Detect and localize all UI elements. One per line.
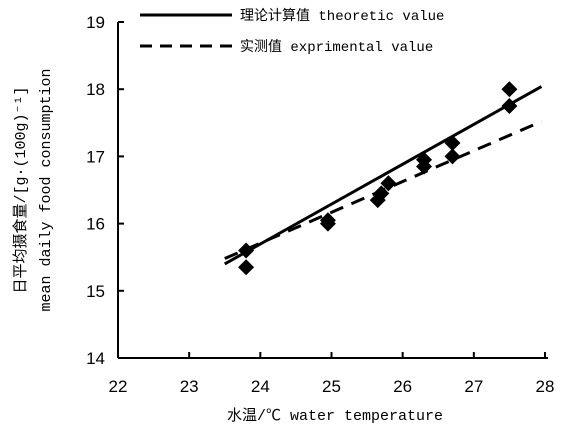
y-axis-title-line1: 日平均摄食量/[g·(100g)⁻¹] (12, 86, 30, 293)
axes (117, 22, 548, 359)
x-tick-label: 27 (464, 377, 483, 396)
y-tick-label: 19 (86, 13, 105, 32)
legend: 理论计算值 theoretic value 实测值 exprimental va… (140, 8, 444, 56)
x-tick-label: 26 (393, 377, 412, 396)
data-point-diamond (501, 98, 518, 114)
y-tick-label: 15 (86, 282, 105, 301)
x-tick-label: 28 (536, 377, 555, 396)
data-point-diamond (373, 185, 390, 202)
legend-label-theoretic: 理论计算值 theoretic value (240, 8, 444, 25)
data-point-diamond (444, 134, 461, 151)
data-point-diamond (380, 175, 397, 192)
x-tick-label: 25 (322, 377, 341, 396)
y-tick-label: 16 (86, 215, 105, 234)
x-tick-label: 24 (251, 377, 270, 396)
markers (238, 81, 518, 276)
y-tick-label: 17 (86, 147, 105, 166)
y-axis-title-line2: mean daily food consumption (38, 68, 55, 311)
data-point-diamond (319, 215, 336, 232)
fit-lines (224, 85, 543, 266)
x-tick-label: 23 (180, 377, 199, 396)
y-tick-label: 18 (86, 80, 105, 99)
data-point-diamond (416, 158, 433, 175)
x-tick-label: 22 (109, 377, 128, 396)
data-point-diamond (501, 81, 518, 98)
legend-label-experimental: 实测值 exprimental value (240, 39, 433, 56)
data-point-diamond (238, 259, 255, 276)
ticks: 22 23 24 25 26 27 28 14 15 16 17 18 19 (86, 13, 554, 396)
y-tick-label: 14 (86, 349, 105, 368)
x-axis-title: 水温/℃ water temperature (227, 407, 443, 425)
data-point-diamond (238, 242, 255, 259)
data-point-diamond (444, 148, 461, 165)
